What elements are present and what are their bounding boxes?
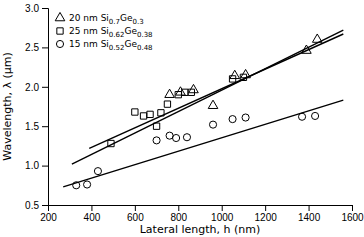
tick: 1.5 [25,121,48,132]
legend-symbol [57,28,63,34]
tick-mark [42,205,48,206]
tick-label: 600 [127,212,144,223]
tick-label: 400 [84,212,101,223]
tick: 600 [127,205,144,223]
point [208,100,218,108]
fit-line [72,30,343,164]
y-axis: 0.5 1.0 1.5 2.0 2.5 3.0 [25,3,48,211]
tick-mark [222,205,223,211]
point [132,109,138,115]
tick: 1600 [341,205,364,223]
tick-mark [309,205,310,211]
point [312,34,322,42]
tick: 1000 [211,205,234,223]
tick-label: 1600 [341,212,364,223]
legend-item: 25 nm Si0.62Ge0.38 [57,26,153,39]
point [240,74,246,80]
tick-mark [352,205,353,211]
tick: 400 [84,205,101,223]
tick-mark [135,205,136,211]
tick: 1.0 [25,160,48,171]
tick: 1400 [298,205,321,223]
x-axis-title: Lateral length, h (nm) [140,223,261,236]
legend-item: 15 nm Si0.52Ge0.48 [56,39,152,52]
legend-label: 25 nm Si0.62Ge0.38 [69,26,153,39]
point [209,121,216,128]
tick-label: 200 [40,212,57,223]
point [147,111,153,117]
point [229,76,235,82]
tick-label: 1400 [298,212,321,223]
tick-mark [42,8,48,9]
tick-label: 0.5 [25,200,39,211]
point [242,114,249,121]
point [165,89,175,97]
point [140,113,146,119]
point [183,134,190,141]
x-axis: 200 400 600 800 1000 1200 1400 1600 [40,205,364,223]
point [189,84,199,92]
point [153,123,159,129]
fit-line [89,34,343,148]
point [182,89,188,95]
tick: 1200 [255,205,278,223]
legend-label: 15 nm Si0.52Ge0.48 [69,39,153,52]
point [230,70,240,78]
tick-label: 2.0 [25,82,39,93]
tick-mark [265,205,266,211]
tick-label: 1.5 [25,121,39,132]
fit-line [63,100,343,187]
tick: 3.0 [25,3,48,14]
tick-mark [91,205,92,211]
tick-mark [42,166,48,167]
tick-mark [42,126,48,127]
tick-label: 2.5 [25,42,39,53]
chart: 200 400 600 800 1000 1200 1400 1600 0.5 1.0 1.5 2.0… [0,0,364,237]
plot-area [63,30,343,189]
legend-label: 20 nm Si0.7Ge0.3 [69,13,144,26]
point [229,116,236,123]
point [175,92,181,98]
point [84,181,91,188]
point [158,110,164,116]
tick-mark [42,47,48,48]
axis-line [49,206,353,212]
tick: 200 [40,205,57,223]
point [188,89,194,95]
legend-symbol [55,12,65,20]
point [312,112,319,119]
point [153,137,160,144]
tick: 0.5 [25,200,48,211]
point [73,182,80,189]
tick-label: 800 [170,212,187,223]
legend-symbol [56,40,63,47]
tick: 2.0 [25,82,48,93]
tick-label: 1.0 [25,160,39,171]
tick-label: 3.0 [25,3,39,14]
tick: 2.5 [25,42,48,53]
tick-label: 1000 [211,212,234,223]
point [94,168,101,175]
y-axis-title: Wavelength, λ (μm) [1,52,14,161]
axis-line [42,9,49,206]
point [298,113,305,120]
tick: 800 [170,205,187,223]
tick-mark [42,87,48,88]
point [173,134,180,141]
legend-item: 20 nm Si0.7Ge0.3 [55,12,143,26]
tick-mark [178,205,179,211]
legend: 20 nm Si0.7Ge0.325 nm Si0.62Ge0.3815 nm … [55,12,152,52]
point [176,87,186,95]
point [164,101,170,107]
tick-label: 1200 [255,212,278,223]
point [108,140,114,146]
